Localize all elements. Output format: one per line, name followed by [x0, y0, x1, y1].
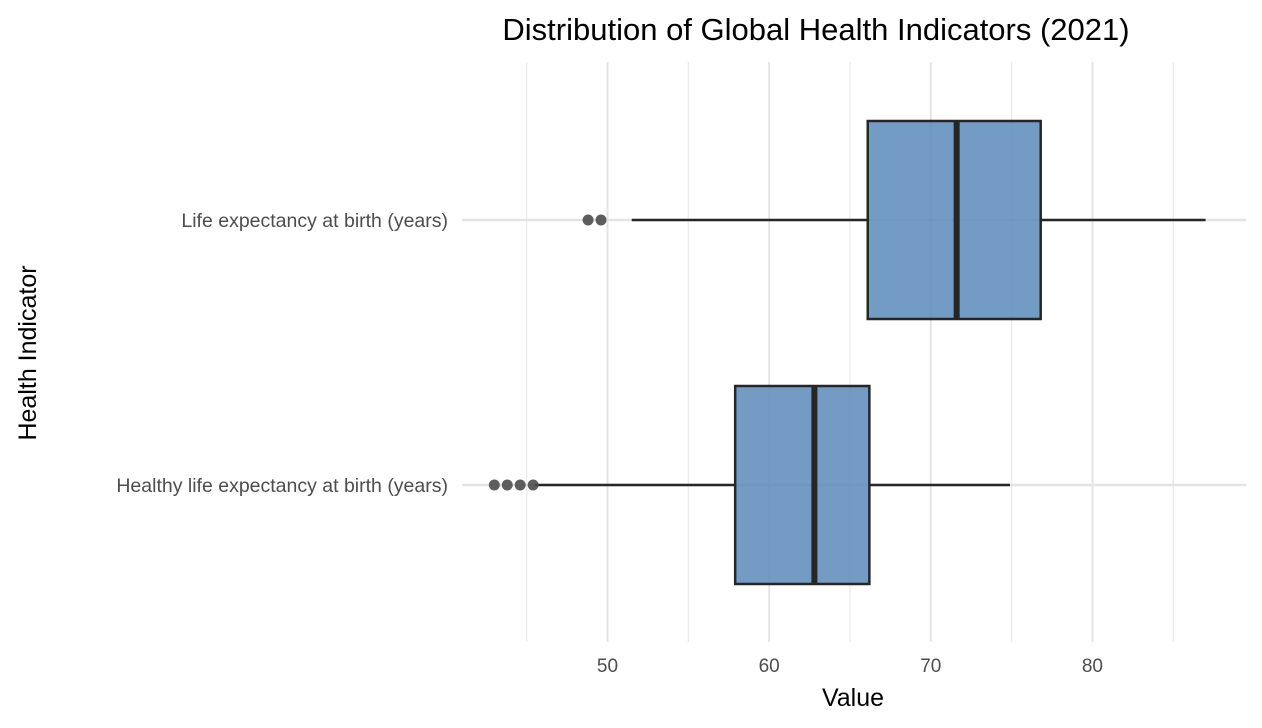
chart-title: Distribution of Global Health Indicators…: [502, 12, 1129, 47]
y-category-label: Life expectancy at birth (years): [181, 210, 448, 232]
x-axis-title: Value: [822, 684, 884, 712]
box-group: [582, 119, 1206, 321]
x-tick-label: 50: [597, 656, 618, 677]
y-category-labels: Life expectancy at birth (years) Healthy …: [116, 210, 448, 497]
outlier-point: [514, 479, 526, 491]
x-tick-label: 60: [759, 656, 780, 677]
x-tick-label: 80: [1082, 656, 1103, 677]
y-category-label: Healthy life expectancy at birth (years): [116, 475, 448, 497]
y-axis-title: Health Indicator: [14, 265, 42, 440]
x-tick-label: 70: [920, 656, 941, 677]
box-group: [488, 384, 1010, 586]
x-tick-labels: 50 60 70 80: [597, 656, 1103, 677]
iqr-box: [733, 384, 871, 586]
boxes-layer: [488, 119, 1206, 586]
outlier-point: [488, 479, 500, 491]
outlier-point: [582, 214, 594, 226]
outlier-point: [595, 214, 607, 226]
outlier-point: [527, 479, 539, 491]
outlier-point: [501, 479, 513, 491]
